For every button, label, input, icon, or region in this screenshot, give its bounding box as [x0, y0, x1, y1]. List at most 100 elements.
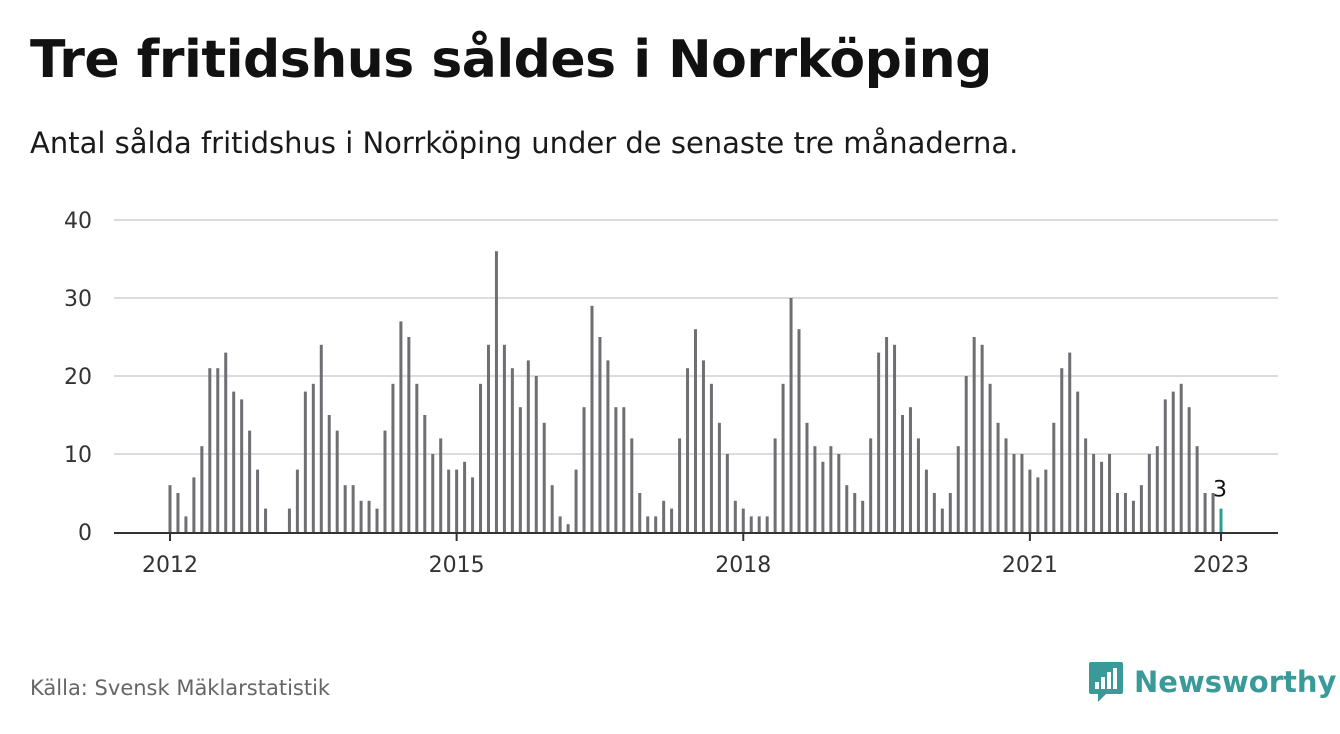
bar — [1028, 469, 1032, 532]
bar — [1052, 422, 1056, 532]
bar — [638, 493, 642, 532]
bar — [654, 516, 658, 532]
bar — [311, 383, 315, 532]
bar — [686, 368, 690, 532]
bar — [295, 469, 299, 532]
bar — [423, 415, 427, 532]
brand-logo[interactable]: Newsworthy — [1088, 660, 1336, 704]
bar — [829, 446, 833, 532]
bar — [709, 383, 713, 532]
bar — [574, 469, 578, 532]
bar — [248, 430, 252, 532]
bar — [200, 446, 204, 532]
newsworthy-chart-bubble-icon — [1089, 662, 1123, 702]
bar — [1036, 477, 1040, 532]
bar — [670, 508, 674, 532]
bar — [1211, 493, 1215, 532]
bar — [694, 329, 697, 532]
bar — [510, 368, 514, 532]
bar — [980, 344, 984, 532]
bar — [1139, 485, 1143, 532]
bar — [622, 407, 626, 532]
bar — [853, 493, 857, 532]
bar — [1020, 454, 1024, 532]
bar — [463, 461, 467, 532]
bar — [606, 360, 610, 532]
bars — [168, 251, 1223, 532]
bar — [901, 415, 905, 532]
tick-labels: 0 10 20 30 40 2012 2015 2018 2021 2023 3 — [64, 209, 1249, 578]
bar — [1108, 454, 1112, 532]
bar — [996, 422, 1000, 532]
bar — [845, 485, 849, 532]
bar — [773, 438, 777, 532]
bar — [391, 383, 395, 532]
bar — [431, 454, 435, 532]
bar — [837, 454, 841, 532]
bar — [303, 391, 307, 532]
bar — [678, 438, 682, 532]
bar — [781, 383, 785, 532]
bar — [1123, 493, 1127, 532]
bar — [439, 438, 443, 532]
y-tick-label: 40 — [64, 209, 92, 234]
bar — [558, 516, 562, 532]
bar — [1163, 399, 1167, 532]
bar — [526, 360, 530, 532]
bar — [1195, 446, 1199, 532]
bar — [1092, 454, 1096, 532]
bar — [893, 344, 897, 532]
bar — [964, 376, 968, 532]
x-tick-label: 2023 — [1193, 553, 1249, 578]
bar — [566, 524, 570, 532]
bar — [1044, 469, 1048, 532]
bar — [502, 344, 506, 532]
bar — [789, 298, 793, 532]
bar — [1115, 493, 1119, 532]
bar-chart: 0 10 20 30 40 2012 2015 2018 2021 2023 3 — [64, 209, 1278, 578]
bar — [956, 446, 960, 532]
page-title: Tre fritidshus såldes i Norrköping — [30, 30, 992, 90]
y-tick-label: 20 — [64, 365, 92, 390]
page-subtitle: Antal sålda fritidshus i Norrköping unde… — [30, 126, 1019, 160]
bar — [1147, 454, 1151, 532]
bar — [813, 446, 817, 532]
y-tick-label: 0 — [78, 521, 92, 546]
bar — [1004, 438, 1008, 532]
bar — [224, 352, 228, 532]
bar — [264, 508, 268, 532]
bar — [932, 493, 936, 532]
bar — [590, 305, 594, 532]
bar — [518, 407, 522, 532]
bar — [447, 469, 451, 532]
bar — [988, 383, 992, 532]
bar — [1187, 407, 1191, 532]
bar — [662, 500, 666, 532]
bar — [455, 469, 459, 532]
bar — [208, 368, 212, 532]
bar — [948, 493, 952, 532]
bar — [343, 485, 347, 532]
bar — [877, 352, 881, 532]
bar — [701, 360, 705, 532]
bar — [749, 516, 753, 532]
bar — [351, 485, 355, 532]
bar — [725, 454, 729, 532]
bar — [232, 391, 236, 532]
bar — [542, 422, 546, 532]
bar — [741, 508, 745, 532]
bar — [335, 430, 339, 532]
x-axis — [114, 532, 1278, 541]
bar — [184, 516, 188, 532]
x-tick-label: 2021 — [1002, 553, 1058, 578]
y-tick-label: 10 — [64, 443, 92, 468]
bar — [797, 329, 801, 532]
value-label-latest: 3 — [1213, 478, 1227, 503]
bar — [415, 383, 419, 532]
bar — [908, 407, 912, 532]
x-tick-label: 2015 — [429, 553, 485, 578]
bar — [240, 399, 244, 532]
bar — [1012, 454, 1016, 532]
bar — [375, 508, 379, 532]
bar — [399, 321, 403, 532]
